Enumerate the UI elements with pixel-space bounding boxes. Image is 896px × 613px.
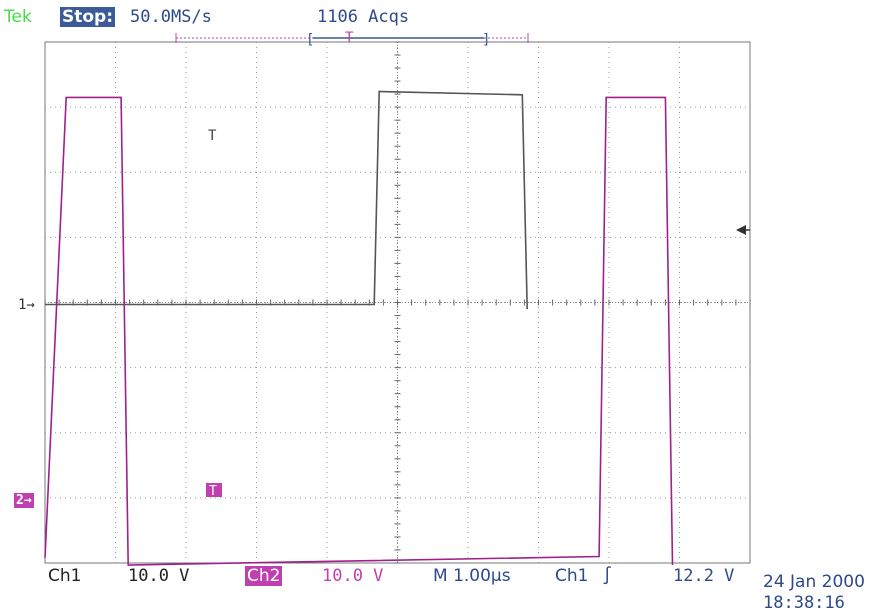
ch2-ground-marker: 2→	[14, 493, 34, 508]
ch2-trigger-mark-box: T	[206, 483, 222, 499]
brand-label: Tek	[4, 7, 32, 27]
ch1-label: Ch1	[48, 566, 82, 586]
graticule	[44, 41, 751, 564]
trigger-window: [ T]	[175, 30, 529, 48]
view-window-right-bracket: ]	[482, 32, 490, 48]
acq-state-badge: Stop:	[60, 7, 116, 27]
trigger-level-arrow-icon	[736, 225, 746, 235]
trigger-level: 12.2 V	[673, 566, 735, 586]
trace-ch2	[44, 96, 674, 566]
ch2-trigger-mark: T	[209, 484, 217, 499]
trigger-source: Ch1	[555, 566, 589, 586]
date: 24 Jan 2000	[763, 572, 865, 592]
acquisition-count: 1106 Acqs	[317, 7, 410, 27]
ch2-label: Ch2	[245, 566, 283, 586]
time: 18:38:16	[763, 593, 845, 613]
ch1-scale: 10.0 V	[128, 566, 190, 586]
trigger-slope-icon: ∫	[602, 566, 613, 586]
trigger-position-mark: T	[345, 30, 354, 46]
ch1-ground-marker: 1→	[18, 297, 35, 313]
sample-rate: 50.0MS/s	[130, 7, 212, 27]
traces	[44, 90, 674, 566]
timebase: M 1.00µs	[433, 566, 511, 586]
view-window-left-bracket: [	[306, 32, 314, 48]
ch1-trigger-mark: T	[208, 128, 217, 144]
ch2-scale: 10.0 V	[322, 566, 384, 586]
trace-ch1	[45, 90, 528, 310]
